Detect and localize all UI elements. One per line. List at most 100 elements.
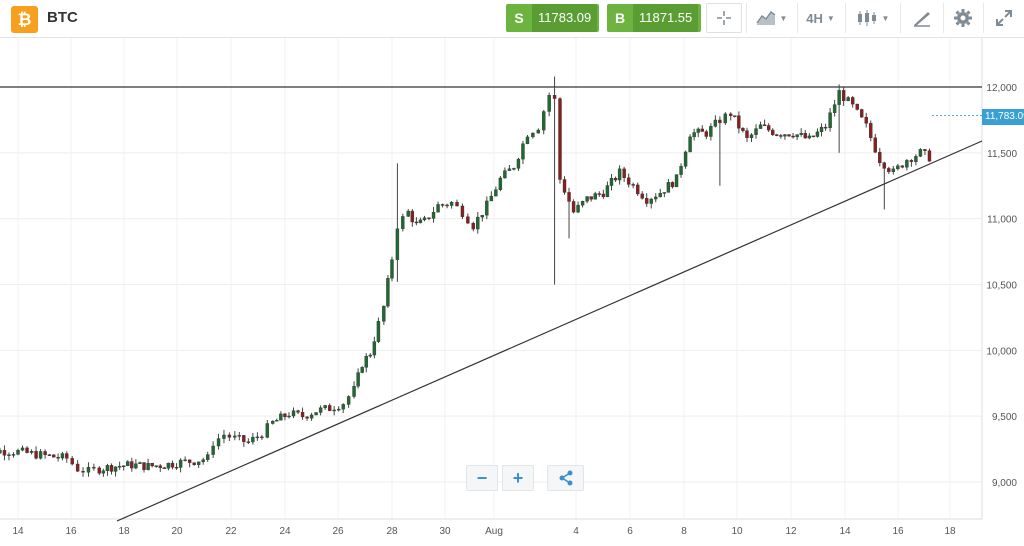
x-tick-label: 10: [731, 526, 743, 537]
candle-body: [222, 434, 226, 439]
fullscreen-button[interactable]: [983, 3, 1023, 33]
candle-body: [81, 471, 85, 473]
share-button[interactable]: [547, 465, 584, 491]
candle-body: [525, 136, 530, 144]
x-tick-label: 14: [839, 526, 851, 537]
candle-body: [162, 467, 167, 469]
candle-body: [658, 193, 662, 198]
candle-body: [662, 192, 667, 194]
support-trendline: [116, 140, 983, 522]
candle-body: [914, 156, 918, 162]
candle-body: [154, 465, 158, 467]
candle-body: [704, 131, 709, 137]
zoom-out-button[interactable]: −: [466, 465, 498, 491]
candle-body: [440, 204, 445, 206]
candle-body: [713, 119, 718, 127]
candle-body: [536, 129, 541, 134]
drawing-tools-button[interactable]: [900, 3, 942, 33]
candle-body: [609, 177, 614, 186]
interval-selector[interactable]: 4H ▼: [797, 3, 843, 33]
candle-body: [850, 97, 855, 105]
candle-body: [791, 135, 795, 138]
candle-body: [622, 168, 626, 178]
sell-button[interactable]: S 11783.09: [506, 4, 599, 32]
candle-body: [376, 321, 381, 342]
candle-body: [729, 113, 733, 116]
candle-body: [466, 216, 470, 224]
candle-body: [741, 128, 745, 131]
candle-body: [150, 462, 154, 467]
x-tick-label: 30: [439, 526, 451, 537]
candle-body: [146, 462, 150, 470]
candle-body: [291, 410, 296, 417]
candle-body: [105, 465, 110, 472]
candle-body: [305, 416, 309, 419]
candle-body: [336, 408, 341, 411]
candle-body: [126, 461, 130, 467]
buy-price: 11871.55: [633, 4, 699, 32]
candle-body: [775, 134, 779, 136]
candle-body: [130, 461, 134, 469]
candle-body: [683, 151, 688, 167]
candle-body: [576, 204, 580, 213]
candle-body: [896, 165, 900, 170]
candle-body: [485, 200, 489, 216]
candle-body: [718, 119, 722, 124]
candle-body: [498, 177, 503, 190]
y-tick-label: 9,500: [992, 412, 1017, 423]
candle-body: [283, 413, 287, 418]
candle-body: [891, 168, 896, 172]
bitcoin-logo-icon: ₿: [11, 6, 38, 33]
settings-button[interactable]: [943, 3, 981, 33]
price-chart[interactable]: 12,000 11,500 11,000 10,500 10,000 9,500 9,000…: [0, 38, 1024, 546]
x-tick-label: 18: [118, 526, 130, 537]
crosshair-icon: [717, 11, 731, 25]
x-tick-label: 16: [65, 526, 77, 537]
candle-body: [617, 168, 622, 181]
candle-body: [471, 223, 475, 230]
buy-button[interactable]: B 11871.55: [607, 4, 701, 32]
x-tick-label: 8: [681, 526, 687, 537]
candle-body: [828, 112, 832, 129]
candle-body: [807, 135, 812, 139]
candle-body: [597, 193, 601, 195]
candle-body: [142, 462, 146, 470]
candle-body: [766, 125, 771, 131]
candle-body: [356, 372, 360, 387]
y-tick-label: 11,000: [987, 215, 1017, 226]
candle-body: [332, 409, 336, 412]
candle-body: [799, 133, 803, 135]
candle-body: [696, 128, 700, 133]
zoom-in-button[interactable]: +: [502, 465, 534, 491]
candle-body: [187, 459, 192, 463]
crosshair-button[interactable]: [706, 3, 742, 33]
candle-body: [279, 413, 283, 421]
x-tick-label: 26: [332, 526, 344, 537]
candle-body: [34, 450, 38, 459]
candle-body: [503, 170, 507, 179]
candle-body: [227, 434, 232, 438]
pencil-ruler-icon: [913, 12, 930, 27]
candle-body: [688, 136, 692, 153]
candle-body: [382, 305, 386, 322]
candle-body: [309, 414, 314, 419]
chart-type-button[interactable]: ▼: [746, 3, 796, 33]
candle-body: [431, 211, 436, 219]
candle-body: [178, 459, 183, 468]
candle-body: [745, 130, 749, 138]
current-price-label: 11,783.09: [982, 109, 1024, 125]
candle-body: [436, 204, 440, 213]
sell-label: S: [514, 10, 524, 26]
candle-body: [211, 445, 215, 455]
x-tick-label: 12: [785, 526, 797, 537]
candle-style-button[interactable]: ▼: [845, 3, 899, 33]
candle-body: [233, 435, 237, 438]
candle-body: [882, 162, 886, 169]
x-tick-label: Aug: [485, 526, 503, 537]
candle-body: [552, 95, 557, 99]
candle-body: [138, 462, 142, 464]
candle-body: [386, 278, 390, 307]
candle-body: [645, 198, 649, 204]
candlestick-chart[interactable]: 12,000 11,500 11,000 10,500 10,000 9,500 9,000…: [0, 38, 1024, 546]
candle-body: [395, 228, 400, 260]
